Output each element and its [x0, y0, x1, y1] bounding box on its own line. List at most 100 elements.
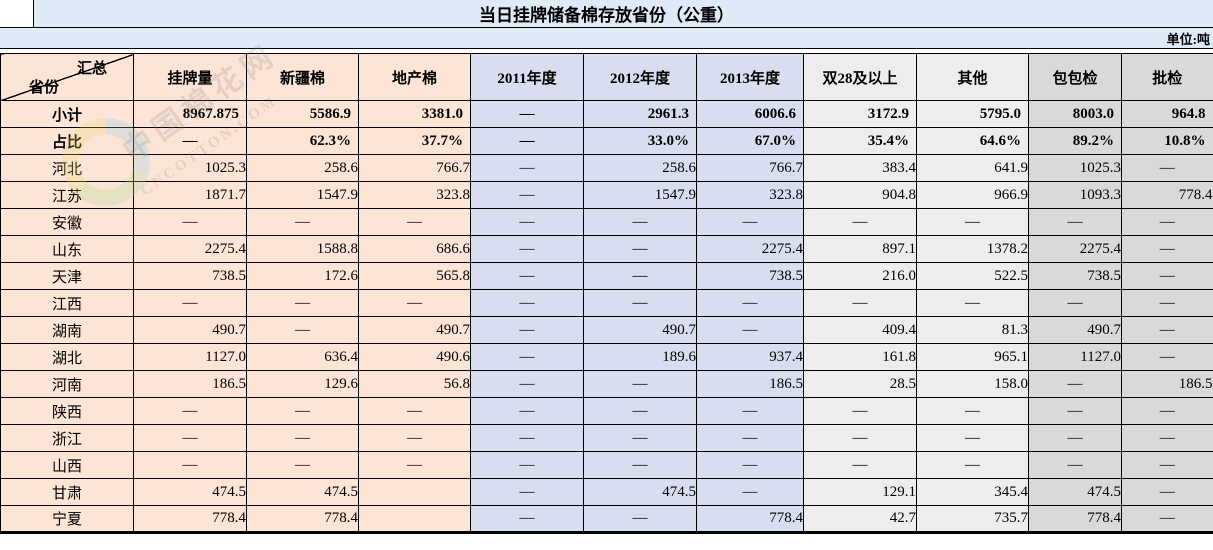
value-cell: 490.7: [133, 316, 247, 344]
value-cell: —: [1121, 316, 1213, 344]
value-cell: [358, 505, 471, 534]
value-cell: —: [803, 208, 917, 236]
value-cell: 345.4: [916, 478, 1029, 506]
table-row: 河北 1025.3 258.6 766.7—258.6 766.7 383.4 641.9 1…: [0, 154, 1213, 182]
province-cell: 江苏: [0, 181, 134, 209]
value-cell: 1025.3: [133, 154, 247, 182]
value-cell: 81.3: [916, 316, 1029, 344]
value-cell: —: [803, 289, 917, 317]
corner-label-top: 汇总: [76, 61, 107, 77]
value-cell: 474.5: [133, 478, 247, 506]
value-cell: 8967.875: [133, 100, 247, 128]
value-cell: 766.7: [696, 154, 804, 182]
value-cell: 28.5: [803, 370, 917, 398]
value-cell: 1127.0: [1028, 343, 1122, 371]
table-row: 浙江 — — — — — — — — — —: [0, 424, 1213, 452]
value-cell: 937.4: [696, 343, 804, 371]
value-cell: —: [696, 208, 804, 236]
province-cell: 山西: [0, 451, 134, 479]
value-cell: 172.6: [246, 262, 359, 290]
unit-label: 单位:吨: [1166, 31, 1210, 47]
value-cell: 1588.8: [246, 235, 359, 263]
province-cell: 浙江: [0, 424, 134, 452]
table-row: 占比 —62.3% 37.7% —33.0% 67.0% 35.4% 64.6% 89.2% 1…: [0, 127, 1213, 155]
column-header: 批检: [1121, 53, 1213, 101]
value-cell: 189.6: [583, 343, 697, 371]
value-cell: —: [470, 343, 584, 371]
value-cell: —: [916, 208, 1029, 236]
value-cell: 738.5: [133, 262, 247, 290]
cotton-province-table: 汇总 省份 挂牌量 新疆棉 地产棉 2011年度 2012年度 2013年度 双28及以上其…: [0, 53, 1213, 534]
value-cell: 474.5: [246, 478, 359, 506]
value-cell: —: [470, 127, 584, 155]
table-row: 甘肃 474.5 474.5—474.5—129.1 345.4 474.5—: [0, 478, 1213, 506]
value-cell: 778.4: [246, 505, 359, 534]
value-cell: 42.7: [803, 505, 917, 534]
value-cell: 636.4: [246, 343, 359, 371]
page-title: 当日挂牌储备棉存放省份（公重）: [479, 6, 734, 25]
value-cell: 965.1: [916, 343, 1029, 371]
corner-blank-cell: [0, 0, 34, 27]
value-cell: 2275.4: [133, 235, 247, 263]
table-row: 江苏 1871.7 1547.9 323.8—1547.9 323.8 904.8 966.…: [0, 181, 1213, 209]
value-cell: —: [583, 370, 697, 398]
value-cell: 35.4%: [803, 127, 917, 155]
value-cell: 1547.9: [583, 181, 697, 209]
value-cell: —: [1121, 235, 1213, 263]
value-cell: —: [133, 289, 247, 317]
value-cell: —: [1121, 505, 1213, 534]
province-cell: 湖南: [0, 316, 134, 344]
title-bar: 当日挂牌储备棉存放省份（公重）: [0, 0, 1213, 28]
value-cell: —: [1028, 370, 1122, 398]
value-cell: 383.4: [803, 154, 917, 182]
value-cell: —: [1121, 451, 1213, 479]
value-cell: —: [470, 181, 584, 209]
value-cell: —: [470, 154, 584, 182]
value-cell: —: [1028, 424, 1122, 452]
value-cell: 641.9: [916, 154, 1029, 182]
value-cell: —: [133, 451, 247, 479]
value-cell: 1025.3: [1028, 154, 1122, 182]
value-cell: —: [916, 289, 1029, 317]
value-cell: 2275.4: [696, 235, 804, 263]
value-cell: —: [1121, 478, 1213, 506]
value-cell: —: [470, 235, 584, 263]
province-cell: 陕西: [0, 397, 134, 425]
value-cell: 1093.3: [1028, 181, 1122, 209]
value-cell: —: [246, 451, 359, 479]
value-cell: 1378.2: [916, 235, 1029, 263]
value-cell: —: [470, 262, 584, 290]
value-cell: 738.5: [696, 262, 804, 290]
province-cell: 甘肃: [0, 478, 134, 506]
table-row: 河南 186.5 129.6 56.8— —186.5 28.5 158.0—186.5: [0, 370, 1213, 398]
value-cell: —: [246, 316, 359, 344]
value-cell: 738.5: [1028, 262, 1122, 290]
value-cell: 897.1: [803, 235, 917, 263]
column-header: 包包检: [1028, 53, 1122, 101]
province-cell: 占比: [0, 127, 134, 155]
value-cell: —: [358, 397, 471, 425]
value-cell: —: [696, 478, 804, 506]
value-cell: 323.8: [358, 181, 471, 209]
province-cell: 安徽: [0, 208, 134, 236]
value-cell: 778.4: [133, 505, 247, 534]
value-cell: —: [133, 208, 247, 236]
value-cell: 258.6: [583, 154, 697, 182]
value-cell: —: [916, 451, 1029, 479]
value-cell: —: [583, 208, 697, 236]
value-cell: —: [583, 289, 697, 317]
value-cell: —: [696, 289, 804, 317]
value-cell: 522.5: [916, 262, 1029, 290]
value-cell: —: [583, 505, 697, 534]
value-cell: —: [470, 289, 584, 317]
value-cell: 5586.9: [246, 100, 359, 128]
value-cell: [358, 478, 471, 506]
value-cell: 62.3%: [246, 127, 359, 155]
value-cell: 158.0: [916, 370, 1029, 398]
value-cell: 1547.9: [246, 181, 359, 209]
value-cell: 33.0%: [583, 127, 697, 155]
value-cell: 323.8: [696, 181, 804, 209]
province-cell: 山东: [0, 235, 134, 263]
value-cell: 964.8: [1121, 100, 1213, 128]
value-cell: —: [696, 397, 804, 425]
